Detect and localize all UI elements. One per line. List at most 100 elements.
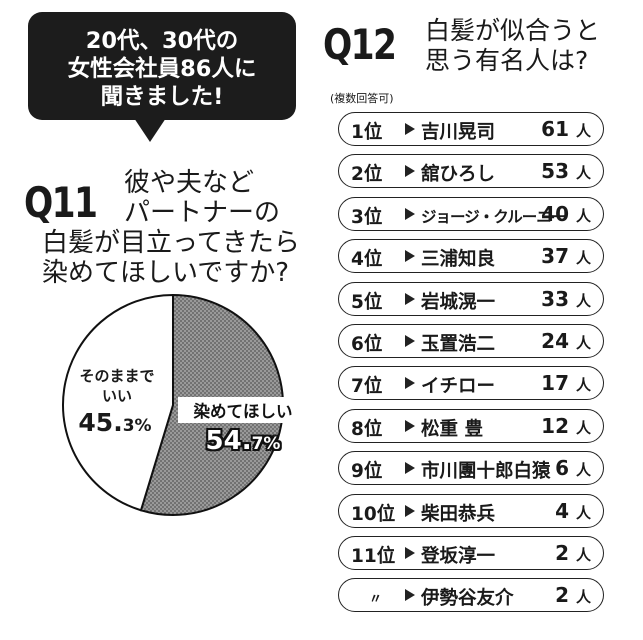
ranking-row: 1位 吉川晃司 61 人 xyxy=(338,112,604,146)
pie-label-keep: そのままで いい xyxy=(62,366,172,406)
ranking-unit: 人 xyxy=(575,291,591,310)
ranking-rank: 5位 xyxy=(351,291,383,313)
triangle-right-icon xyxy=(405,334,415,347)
q11-question-line: 彼や夫など xyxy=(124,168,255,198)
ranking-count: 17 xyxy=(541,371,569,396)
ranking-name: 舘ひろし xyxy=(421,164,496,186)
ranking-unit: 人 xyxy=(575,249,591,268)
ranking-rank: 〃 xyxy=(369,592,383,608)
ranking-rank: 2位 xyxy=(351,164,383,186)
triangle-right-icon xyxy=(405,589,415,602)
ranking-row: 4位 三浦知良 37 人 xyxy=(338,239,604,274)
ranking-count: 33 xyxy=(541,286,569,311)
ranking-name: 柴田恭兵 xyxy=(421,503,496,525)
pie-value-dye-dec: 7% xyxy=(251,434,281,454)
triangle-right-icon xyxy=(405,250,415,263)
bubble-tail xyxy=(134,118,166,142)
ranking-name: 岩城滉一 xyxy=(421,291,496,313)
bubble-line: 女性会社員86人に xyxy=(67,56,257,82)
ranking-row: 9位 市川團十郎白猿 6 人 xyxy=(338,451,604,486)
ranking-unit: 人 xyxy=(575,545,591,564)
triangle-right-icon xyxy=(405,419,415,432)
q12-question: 白髪が似合うと 思う有名人は? xyxy=(425,16,600,76)
ranking-count: 37 xyxy=(541,244,569,269)
ranking-rank: 9位 xyxy=(351,461,383,483)
ranking-row: 11位 登坂淳一 2 人 xyxy=(338,535,604,570)
ranking-rank: 6位 xyxy=(351,333,383,355)
ranking-rank: 1位 xyxy=(351,122,383,143)
ranking-rank: 8位 xyxy=(351,418,383,440)
ranking-count: 24 xyxy=(541,328,569,353)
q12-note: (複数回答可) xyxy=(330,92,394,105)
pie-value-dye-int: 54. xyxy=(205,426,252,456)
pie-label-keep-line: いい xyxy=(101,387,132,405)
ranking-count: 40 xyxy=(541,201,569,226)
q12-question-line: 白髪が似合うと xyxy=(425,16,601,45)
ranking-unit: 人 xyxy=(575,503,591,522)
ranking-row: 3位 ジョージ・クルーニー 40 人 xyxy=(338,196,604,231)
ranking-row: 5位 岩城滉一 33 人 xyxy=(338,281,604,316)
triangle-right-icon xyxy=(405,207,415,220)
bubble-line: 20代、30代の xyxy=(85,28,239,54)
ranking-count: 4 xyxy=(555,498,569,523)
triangle-right-icon xyxy=(405,546,415,559)
bubble-line: 聞きました! xyxy=(100,84,224,110)
ranking-count: 6 xyxy=(555,456,569,481)
pie-value-dye: 54.7% xyxy=(178,426,308,456)
ranking-unit: 人 xyxy=(575,122,591,140)
ranking-unit: 人 xyxy=(575,461,591,480)
ranking-unit: 人 xyxy=(575,376,591,395)
triangle-right-icon xyxy=(405,292,415,305)
ranking-name: 吉川晃司 xyxy=(421,122,496,143)
triangle-right-icon xyxy=(405,377,415,390)
ranking-row: 2位 舘ひろし 53 人 xyxy=(338,154,604,189)
pie-value-keep: 45.3% xyxy=(60,408,170,437)
pie-slice-keep xyxy=(62,293,174,512)
q12-question-line: 思う有名人は? xyxy=(425,46,589,75)
q11-question-line: パートナーの xyxy=(124,198,281,228)
ranking-row: 6位 玉置浩二 24 人 xyxy=(338,323,604,358)
q11-question: 彼や夫など パートナーの 白髪が目立ってきたら 染めてほしいですか? xyxy=(42,168,304,288)
ranking-rank: 10位 xyxy=(351,503,396,525)
ranking-count: 2 xyxy=(555,540,569,565)
q11-question-line: 染めてほしいですか? xyxy=(42,258,290,288)
ranking-rank: 11位 xyxy=(351,545,396,567)
ranking-list: 1位 吉川晃司 61 人 2位 舘ひろし 53 人 3位 ジョージ・クルーニー 40 人 4位 三浦知良 3… xyxy=(338,112,604,621)
ranking-rank: 7位 xyxy=(351,376,383,398)
ranking-name: 三浦知良 xyxy=(421,249,496,271)
ranking-name: ジョージ・クルーニー xyxy=(421,207,566,226)
ranking-rank: 4位 xyxy=(351,249,383,271)
ranking-unit: 人 xyxy=(575,418,591,437)
ranking-count: 12 xyxy=(541,413,569,438)
ranking-count: 2 xyxy=(555,583,569,608)
pie-label-keep-line: そのままで xyxy=(79,367,155,385)
triangle-right-icon xyxy=(405,123,415,135)
pie-label-dye: 染めてほしい xyxy=(178,397,308,423)
ranking-count: 53 xyxy=(541,159,569,184)
q11-question-line: 白髪が目立ってきたら xyxy=(42,228,300,258)
ranking-name: 登坂淳一 xyxy=(421,545,496,567)
ranking-unit: 人 xyxy=(575,333,591,352)
survey-bubble: 20代、30代の 女性会社員86人に 聞きました! xyxy=(28,12,296,120)
ranking-count: 61 xyxy=(541,117,569,141)
ranking-unit: 人 xyxy=(575,164,591,183)
ranking-name: イチロー xyxy=(421,376,496,398)
ranking-row: 10位 柴田恭兵 4 人 xyxy=(338,493,604,528)
triangle-right-icon xyxy=(405,165,415,178)
ranking-row: 8位 松重 豊 12 人 xyxy=(338,408,604,443)
ranking-name: 伊勢谷友介 xyxy=(421,588,514,610)
q11-number: Q11 xyxy=(24,178,98,227)
ranking-name: 玉置浩二 xyxy=(421,333,496,355)
triangle-right-icon xyxy=(405,504,415,517)
ranking-unit: 人 xyxy=(575,588,591,607)
ranking-name: 市川團十郎白猿 xyxy=(421,461,551,483)
ranking-unit: 人 xyxy=(575,206,591,225)
triangle-right-icon xyxy=(405,462,415,475)
pie-value-keep-dec: 3% xyxy=(122,416,152,436)
pie-value-keep-int: 45. xyxy=(78,408,123,437)
ranking-row: 〃 伊勢谷友介 2 人 xyxy=(338,578,604,613)
q12-number: Q12 xyxy=(323,20,397,69)
survey-bubble-text: 20代、30代の 女性会社員86人に 聞きました! xyxy=(28,27,296,111)
ranking-rank: 3位 xyxy=(351,206,383,228)
ranking-row: 7位 イチロー 17 人 xyxy=(338,366,604,401)
